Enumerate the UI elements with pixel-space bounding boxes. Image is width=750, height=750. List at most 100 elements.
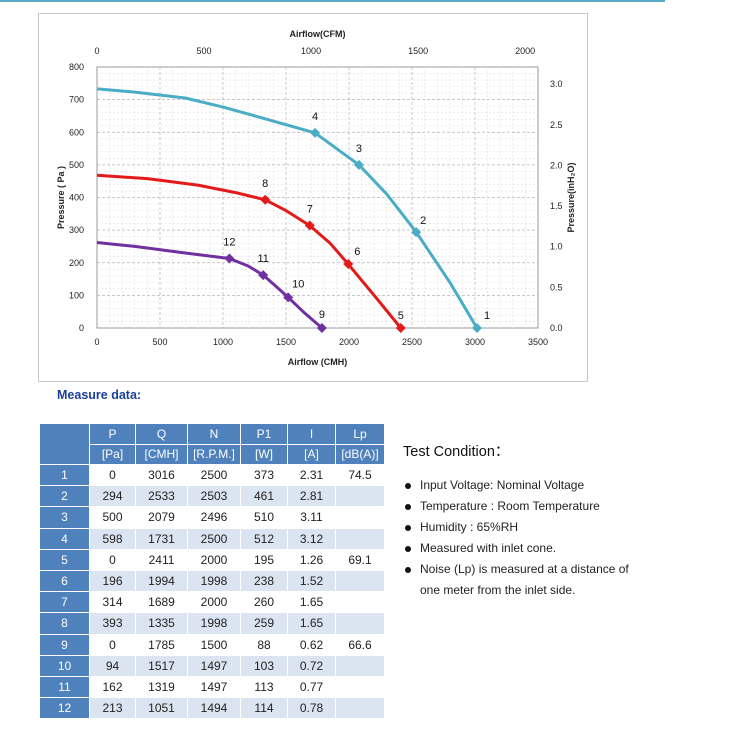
test-condition-list: Input Voltage: Nominal Voltage Temperatu… [403, 475, 743, 601]
condition-item: Temperature : Room Temperature [403, 496, 743, 517]
table-cell: 162 [90, 676, 136, 699]
measure-data-table: P Q N P1 I Lp [Pa] [CMH] [R.P.M.] [W] [A… [40, 424, 385, 720]
y-tick-label: 800 [69, 62, 84, 72]
right-axis-tick-label: 0.5 [550, 282, 563, 292]
top-axis-tick-label: 1500 [408, 46, 428, 56]
unit-lp: [dB(A)] [336, 444, 385, 465]
data-point-marker [411, 227, 422, 238]
table-cell [336, 592, 385, 614]
table-row: 12 213 1051 1494 114 0.78 [40, 698, 385, 720]
y-tick-label: 700 [69, 95, 84, 105]
table-cell: 1731 [136, 528, 188, 550]
unit-p1: [W] [241, 444, 288, 465]
x-axis-title: Airflow (CMH) [288, 357, 348, 367]
data-point-marker [260, 194, 271, 205]
data-point-label: 9 [319, 309, 325, 321]
table-unit-row: [Pa] [CMH] [R.P.M.] [W] [A] [dB(A)] [40, 444, 385, 465]
header-p1: P1 [241, 424, 288, 445]
row-index-cell: 1 [40, 465, 90, 487]
right-axis-tick-label: 1.5 [550, 201, 563, 211]
row-index-cell: 10 [40, 655, 90, 677]
top-axis-tick-label: 500 [197, 46, 212, 56]
x-tick-label: 0 [94, 337, 99, 347]
table-row: 3 500 2079 2496 510 3.11 [40, 507, 385, 529]
table-cell: 1051 [136, 698, 188, 720]
unit-i: [A] [288, 444, 336, 465]
row-index-cell: 2 [40, 486, 90, 508]
table-cell: 1998 [188, 570, 241, 593]
x-tick-label: 1500 [276, 337, 296, 347]
condition-text: one meter from the inlet side. [420, 583, 576, 597]
test-condition-title: Test Condition： [403, 444, 510, 460]
unit-p: [Pa] [90, 444, 136, 465]
condition-item: Humidity : 65%RH [403, 517, 743, 538]
unit-q: [CMH] [136, 444, 188, 465]
right-axis-tick-label: 3.0 [550, 79, 563, 89]
table-cell: 213 [90, 698, 136, 720]
table-cell: 3016 [136, 465, 188, 487]
unit-n: [R.P.M.] [188, 444, 241, 465]
table-cell: 69.1 [336, 549, 385, 571]
top-axis-tick-label: 0 [94, 46, 99, 56]
table-cell: 259 [241, 613, 288, 635]
table-cell: 66.6 [336, 634, 385, 656]
x-tick-label: 3000 [465, 337, 485, 347]
data-point-label: 6 [354, 246, 360, 258]
right-axis-title: Pressure(inH₂O) [566, 162, 576, 232]
table-cell: 2496 [188, 507, 241, 529]
condition-item-continued: one meter from the inlet side. [403, 580, 743, 601]
fan-performance-chart: 0 500 1000 1500 2000 2500 3000 3500 0 100 200 300 40… [38, 13, 588, 382]
table-cell: 598 [90, 528, 136, 550]
table-cell: 1497 [188, 676, 241, 699]
data-point-marker [472, 323, 483, 333]
x-tick-label: 1000 [213, 337, 233, 347]
table-cell: 74.5 [336, 465, 385, 487]
x-tick-label: 500 [152, 337, 167, 347]
row-index-cell: 6 [40, 570, 90, 593]
table-cell: 1517 [136, 655, 188, 677]
condition-text: Temperature : Room Temperature [420, 499, 600, 513]
top-axis-tick-label: 2000 [515, 46, 535, 56]
table-cell: 2.31 [288, 465, 336, 487]
table-cell: 2000 [188, 549, 241, 571]
data-point-label: 10 [292, 278, 304, 290]
row-index-cell: 8 [40, 613, 90, 635]
table-cell: 2.81 [288, 486, 336, 508]
condition-text: Noise (Lp) is measured at a distance of [420, 562, 629, 576]
table-cell: 260 [241, 592, 288, 614]
table-cell: 3.12 [288, 528, 336, 550]
table-cell: 1497 [188, 655, 241, 677]
table-cell: 0.77 [288, 676, 336, 699]
y-axis-title: Pressure ( Pa ) [56, 166, 66, 229]
row-index-cell: 11 [40, 676, 90, 699]
data-point-marker [310, 127, 321, 138]
data-point-marker [304, 220, 315, 231]
measure-data-title: Measure data: [57, 388, 142, 402]
table-cell: 1494 [188, 698, 241, 720]
table-cell: 1500 [188, 634, 241, 656]
table-cell: 1785 [136, 634, 188, 656]
table-cell: 2533 [136, 486, 188, 508]
y-tick-label: 600 [69, 127, 84, 137]
table-cell: 294 [90, 486, 136, 508]
table-cell: 2000 [188, 592, 241, 614]
test-condition-panel: Test Condition： Input Voltage: Nominal V… [403, 440, 743, 601]
top-divider-line [0, 0, 665, 2]
table-cell: 314 [90, 592, 136, 614]
header-lp: Lp [336, 424, 385, 445]
top-axis-title: Airflow(CFM) [290, 29, 346, 39]
data-point-label: 12 [223, 237, 235, 249]
table-row: 4 598 1731 2500 512 3.12 [40, 528, 385, 550]
header-n: N [188, 424, 241, 445]
right-axis-tick-label: 2.5 [550, 120, 563, 130]
table-row: 8 393 1335 1998 259 1.65 [40, 613, 385, 635]
table-cell: 0 [90, 549, 136, 571]
header-i: I [288, 424, 336, 445]
table-row: 5 0 2411 2000 195 1.26 69.1 [40, 549, 385, 571]
table-cell: 1994 [136, 570, 188, 593]
data-point-marker [395, 323, 406, 333]
table-cell: 393 [90, 613, 136, 635]
y-tick-label: 200 [69, 258, 84, 268]
table-cell [336, 676, 385, 699]
table-cell: 3.11 [288, 507, 336, 529]
